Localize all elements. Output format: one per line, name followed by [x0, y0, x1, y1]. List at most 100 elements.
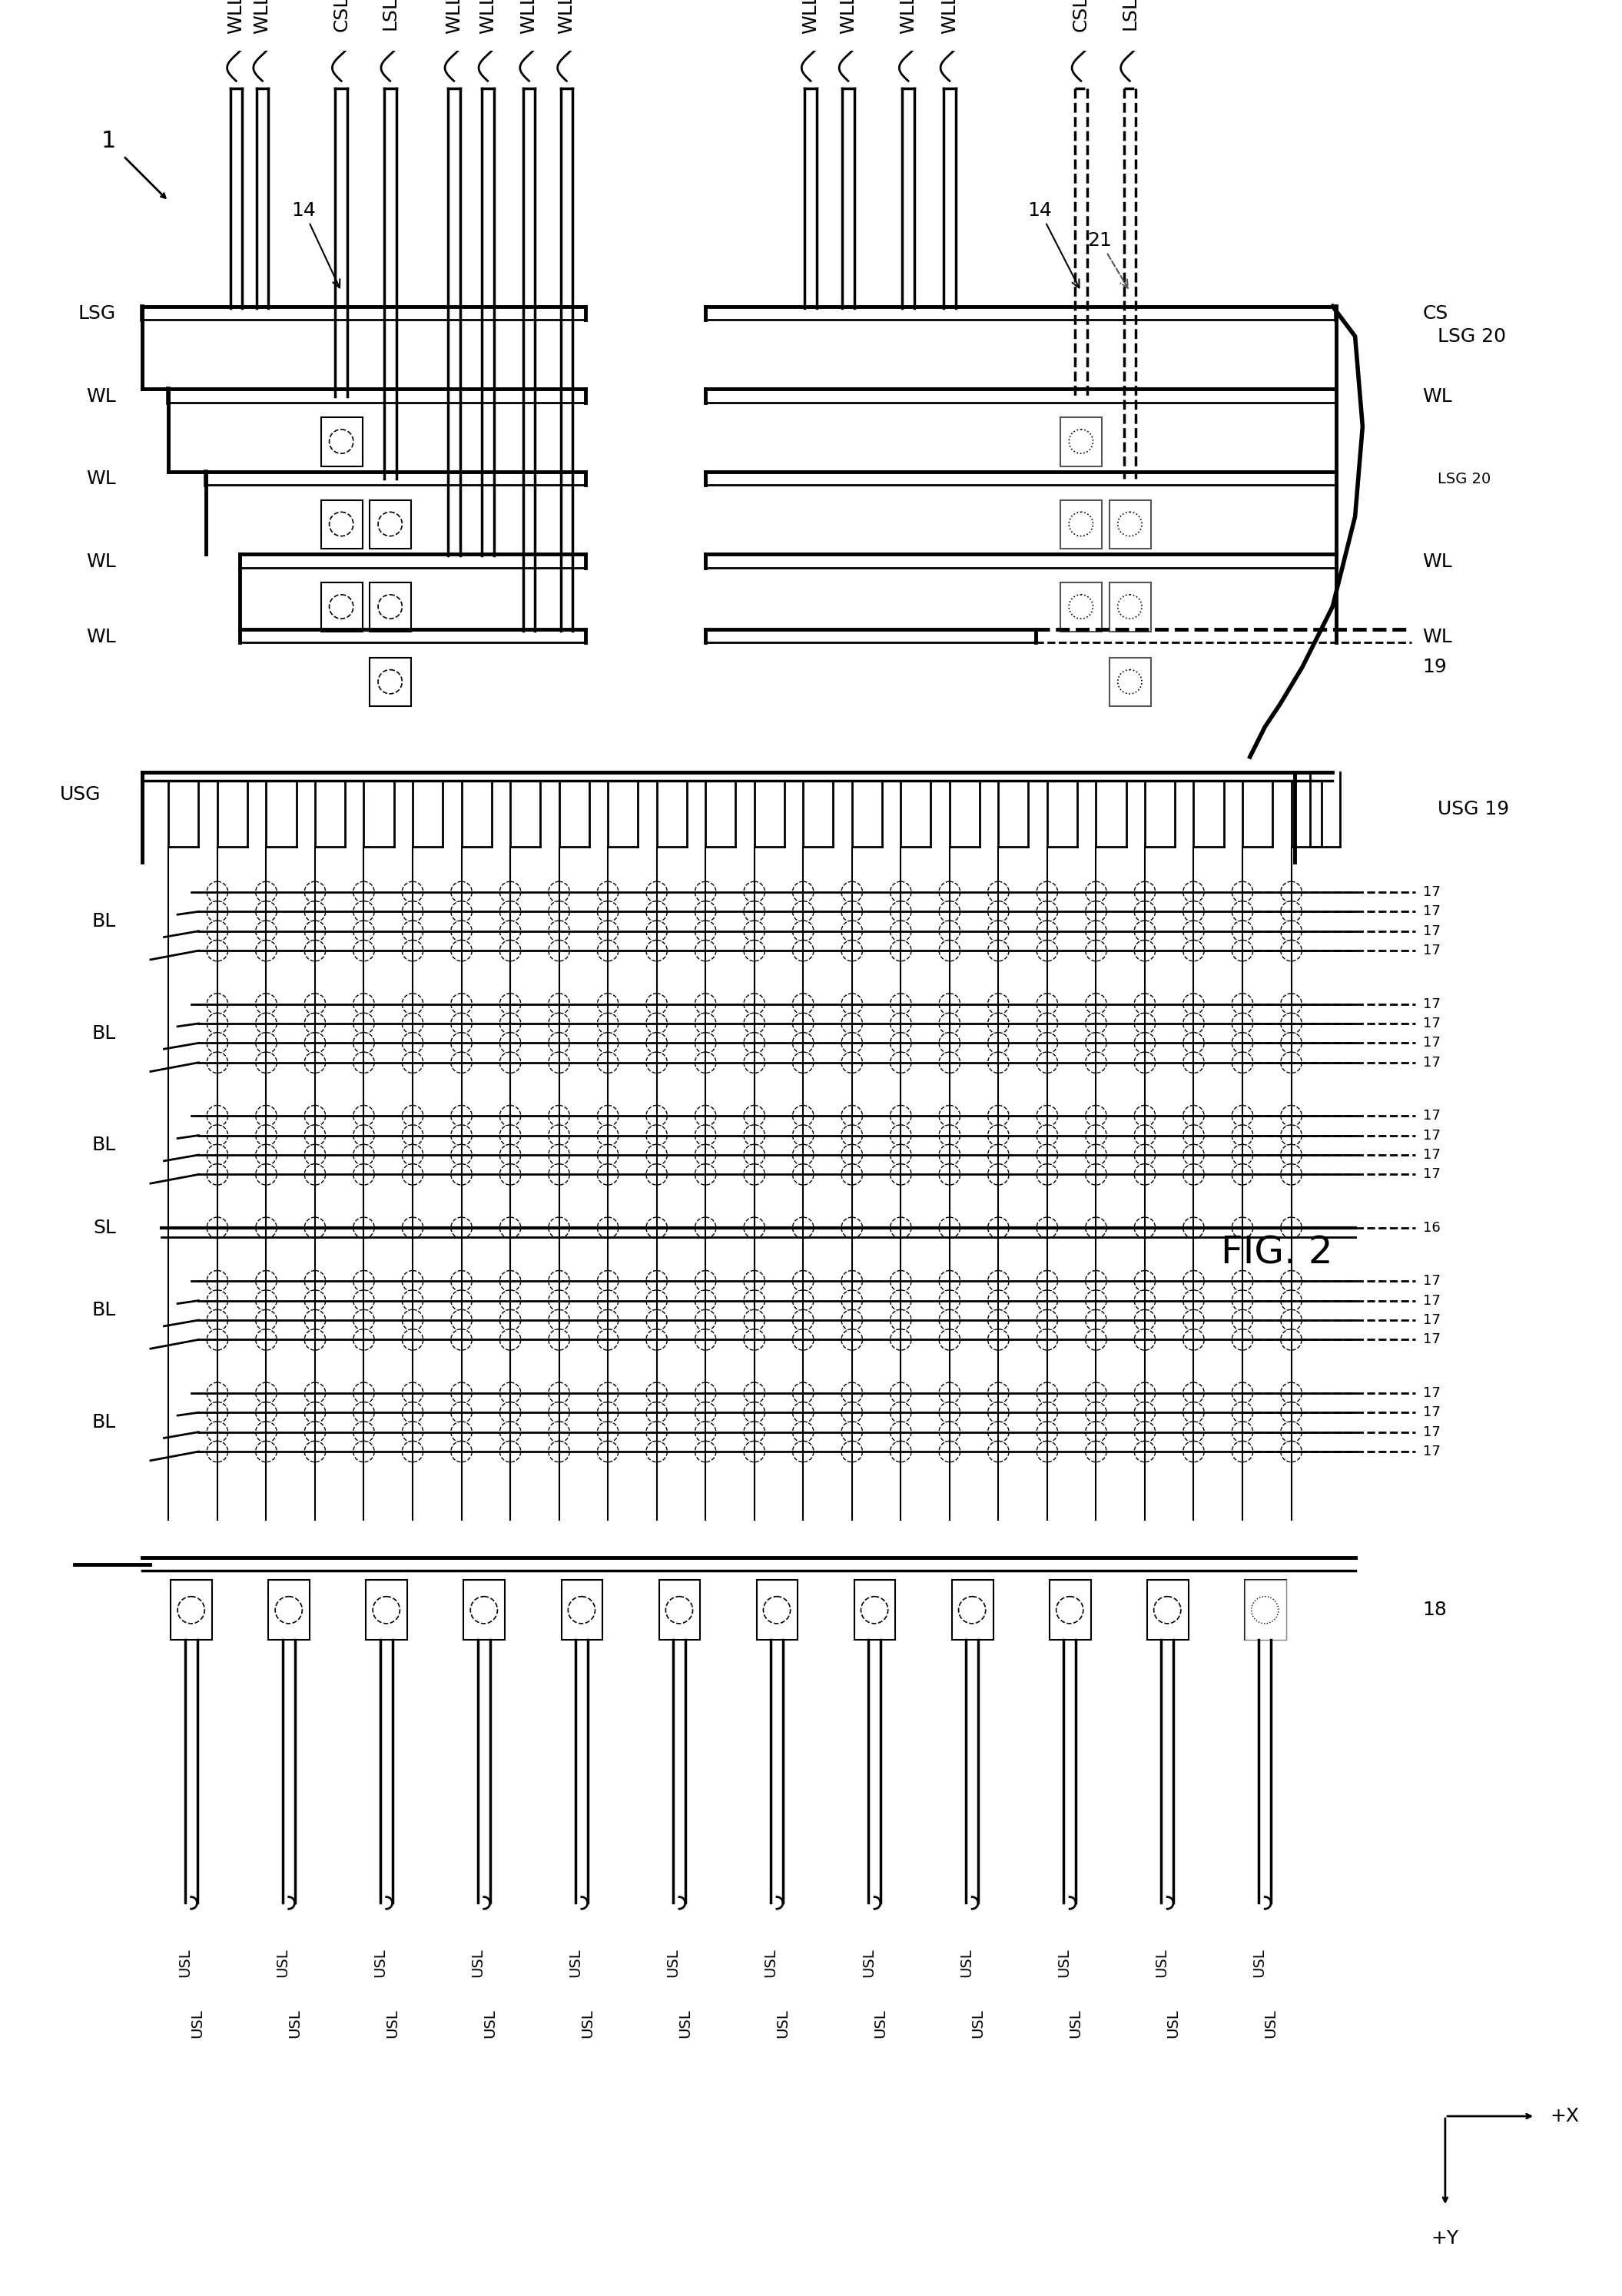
Circle shape	[744, 1104, 766, 1127]
Circle shape	[793, 994, 814, 1015]
Circle shape	[694, 1309, 715, 1332]
Circle shape	[1182, 1104, 1204, 1127]
Circle shape	[500, 1329, 521, 1350]
Circle shape	[1134, 1164, 1155, 1185]
Circle shape	[548, 921, 569, 941]
Circle shape	[1118, 670, 1142, 693]
Bar	[464, 1580, 504, 1639]
Circle shape	[402, 1104, 423, 1127]
Text: WLL: WLL	[801, 0, 819, 34]
Circle shape	[1182, 921, 1204, 941]
Circle shape	[402, 1033, 423, 1054]
Circle shape	[744, 1329, 766, 1350]
Circle shape	[208, 900, 227, 923]
Text: USL: USL	[678, 2009, 693, 2037]
Circle shape	[793, 900, 814, 923]
Circle shape	[646, 1270, 667, 1293]
Circle shape	[764, 1596, 790, 1623]
Circle shape	[988, 1421, 1009, 1442]
Text: 17: 17	[1422, 1293, 1440, 1306]
Circle shape	[744, 882, 766, 902]
Circle shape	[988, 1217, 1009, 1238]
Circle shape	[939, 1104, 960, 1127]
Circle shape	[402, 900, 423, 923]
Circle shape	[1134, 1033, 1155, 1054]
Circle shape	[451, 882, 472, 902]
Circle shape	[208, 1052, 227, 1072]
Circle shape	[402, 1382, 423, 1403]
Circle shape	[208, 1013, 227, 1033]
Text: 17: 17	[1422, 1444, 1440, 1458]
Circle shape	[744, 994, 766, 1015]
Circle shape	[1134, 1143, 1155, 1166]
Circle shape	[744, 1013, 766, 1033]
Circle shape	[842, 900, 863, 923]
Text: FIG. 2: FIG. 2	[1221, 1233, 1333, 1272]
Circle shape	[597, 1309, 618, 1332]
Circle shape	[939, 1164, 960, 1185]
Circle shape	[256, 1270, 277, 1293]
Circle shape	[939, 1421, 960, 1442]
Circle shape	[793, 882, 814, 902]
Text: WLL: WLL	[839, 0, 858, 34]
Circle shape	[548, 1442, 569, 1463]
Circle shape	[1036, 1382, 1058, 1403]
Circle shape	[890, 1421, 912, 1442]
Circle shape	[354, 1309, 375, 1332]
Circle shape	[646, 1329, 667, 1350]
Text: WL: WL	[1422, 627, 1452, 645]
Circle shape	[354, 921, 375, 941]
Circle shape	[1036, 1270, 1058, 1293]
Circle shape	[208, 1104, 227, 1127]
Text: USL: USL	[373, 1949, 388, 1977]
Circle shape	[890, 882, 912, 902]
Circle shape	[500, 1143, 521, 1166]
Circle shape	[1233, 900, 1252, 923]
Bar	[370, 501, 410, 549]
Circle shape	[744, 900, 766, 923]
Circle shape	[1281, 1421, 1302, 1442]
Circle shape	[842, 882, 863, 902]
Circle shape	[548, 1270, 569, 1293]
Circle shape	[694, 1290, 715, 1311]
Circle shape	[988, 921, 1009, 941]
Bar	[855, 1580, 895, 1639]
Circle shape	[305, 1052, 326, 1072]
Circle shape	[793, 1217, 814, 1238]
Circle shape	[378, 512, 402, 535]
Bar	[321, 583, 362, 631]
Circle shape	[1036, 939, 1058, 962]
Circle shape	[208, 1442, 227, 1463]
Circle shape	[1281, 1013, 1302, 1033]
Circle shape	[500, 1442, 521, 1463]
Circle shape	[988, 1013, 1009, 1033]
Circle shape	[1036, 1143, 1058, 1166]
Circle shape	[1134, 1125, 1155, 1146]
Circle shape	[451, 1125, 472, 1146]
Circle shape	[1036, 1309, 1058, 1332]
Text: USL: USL	[470, 1949, 485, 1977]
Circle shape	[208, 1033, 227, 1054]
Circle shape	[1182, 1382, 1204, 1403]
Circle shape	[597, 1290, 618, 1311]
Circle shape	[1134, 1013, 1155, 1033]
Circle shape	[354, 1143, 375, 1166]
Circle shape	[890, 1290, 912, 1311]
Circle shape	[500, 1033, 521, 1054]
Text: 18: 18	[1422, 1600, 1447, 1619]
Circle shape	[1085, 1143, 1106, 1166]
Circle shape	[451, 921, 472, 941]
Circle shape	[548, 882, 569, 902]
Circle shape	[694, 1329, 715, 1350]
Circle shape	[1233, 921, 1252, 941]
Circle shape	[1036, 900, 1058, 923]
Circle shape	[744, 1164, 766, 1185]
Circle shape	[988, 1104, 1009, 1127]
Circle shape	[1085, 1290, 1106, 1311]
Circle shape	[744, 1403, 766, 1424]
Circle shape	[646, 1143, 667, 1166]
Circle shape	[402, 1270, 423, 1293]
Circle shape	[354, 1270, 375, 1293]
Circle shape	[1281, 1125, 1302, 1146]
Circle shape	[1085, 994, 1106, 1015]
